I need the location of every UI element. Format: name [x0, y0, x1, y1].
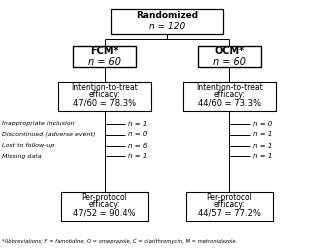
Text: n = 0: n = 0 — [128, 132, 147, 138]
Text: efficacy:: efficacy: — [213, 200, 245, 209]
Text: n = 60: n = 60 — [213, 57, 246, 67]
Text: n = 6: n = 6 — [128, 142, 147, 148]
Text: Randomized: Randomized — [136, 11, 198, 20]
Text: n = 0: n = 0 — [253, 121, 272, 127]
Text: Per-protocol: Per-protocol — [206, 193, 252, 202]
FancyBboxPatch shape — [186, 192, 273, 220]
Text: *Abbreviations: F = famotidine, O = omeprazole, C = clarithromycin, M = metronid: *Abbreviations: F = famotidine, O = omep… — [2, 240, 237, 244]
Text: Inappropriate inclusion: Inappropriate inclusion — [2, 121, 74, 126]
Text: Intention-to-treat: Intention-to-treat — [196, 83, 263, 92]
Text: 44/60 = 73.3%: 44/60 = 73.3% — [198, 98, 261, 107]
Text: Discontinued (adverse event): Discontinued (adverse event) — [2, 132, 95, 137]
Text: 44/57 = 77.2%: 44/57 = 77.2% — [198, 208, 261, 217]
Text: OCM*: OCM* — [214, 46, 244, 56]
Text: n = 1: n = 1 — [253, 142, 272, 148]
Text: n = 60: n = 60 — [88, 57, 121, 67]
Text: n = 1: n = 1 — [128, 121, 147, 127]
Text: Lost to follow-up: Lost to follow-up — [2, 143, 54, 148]
FancyBboxPatch shape — [111, 9, 223, 34]
Text: n = 120: n = 120 — [149, 22, 185, 31]
Text: FCM*: FCM* — [90, 46, 119, 56]
FancyBboxPatch shape — [58, 82, 151, 110]
FancyBboxPatch shape — [198, 46, 261, 67]
FancyBboxPatch shape — [73, 46, 136, 67]
Text: efficacy:: efficacy: — [89, 200, 120, 209]
Text: n = 1: n = 1 — [128, 153, 147, 159]
Text: efficacy:: efficacy: — [89, 90, 120, 99]
Text: efficacy:: efficacy: — [213, 90, 245, 99]
Text: 47/52 = 90.4%: 47/52 = 90.4% — [73, 208, 136, 217]
Text: n = 1: n = 1 — [253, 132, 272, 138]
FancyBboxPatch shape — [61, 192, 148, 220]
Text: Missing data: Missing data — [2, 154, 41, 159]
Text: Intention-to-treat: Intention-to-treat — [71, 83, 138, 92]
Text: n = 1: n = 1 — [253, 153, 272, 159]
Text: 47/60 = 78.3%: 47/60 = 78.3% — [73, 98, 136, 107]
Text: Per-protocol: Per-protocol — [81, 193, 128, 202]
FancyBboxPatch shape — [183, 82, 276, 110]
